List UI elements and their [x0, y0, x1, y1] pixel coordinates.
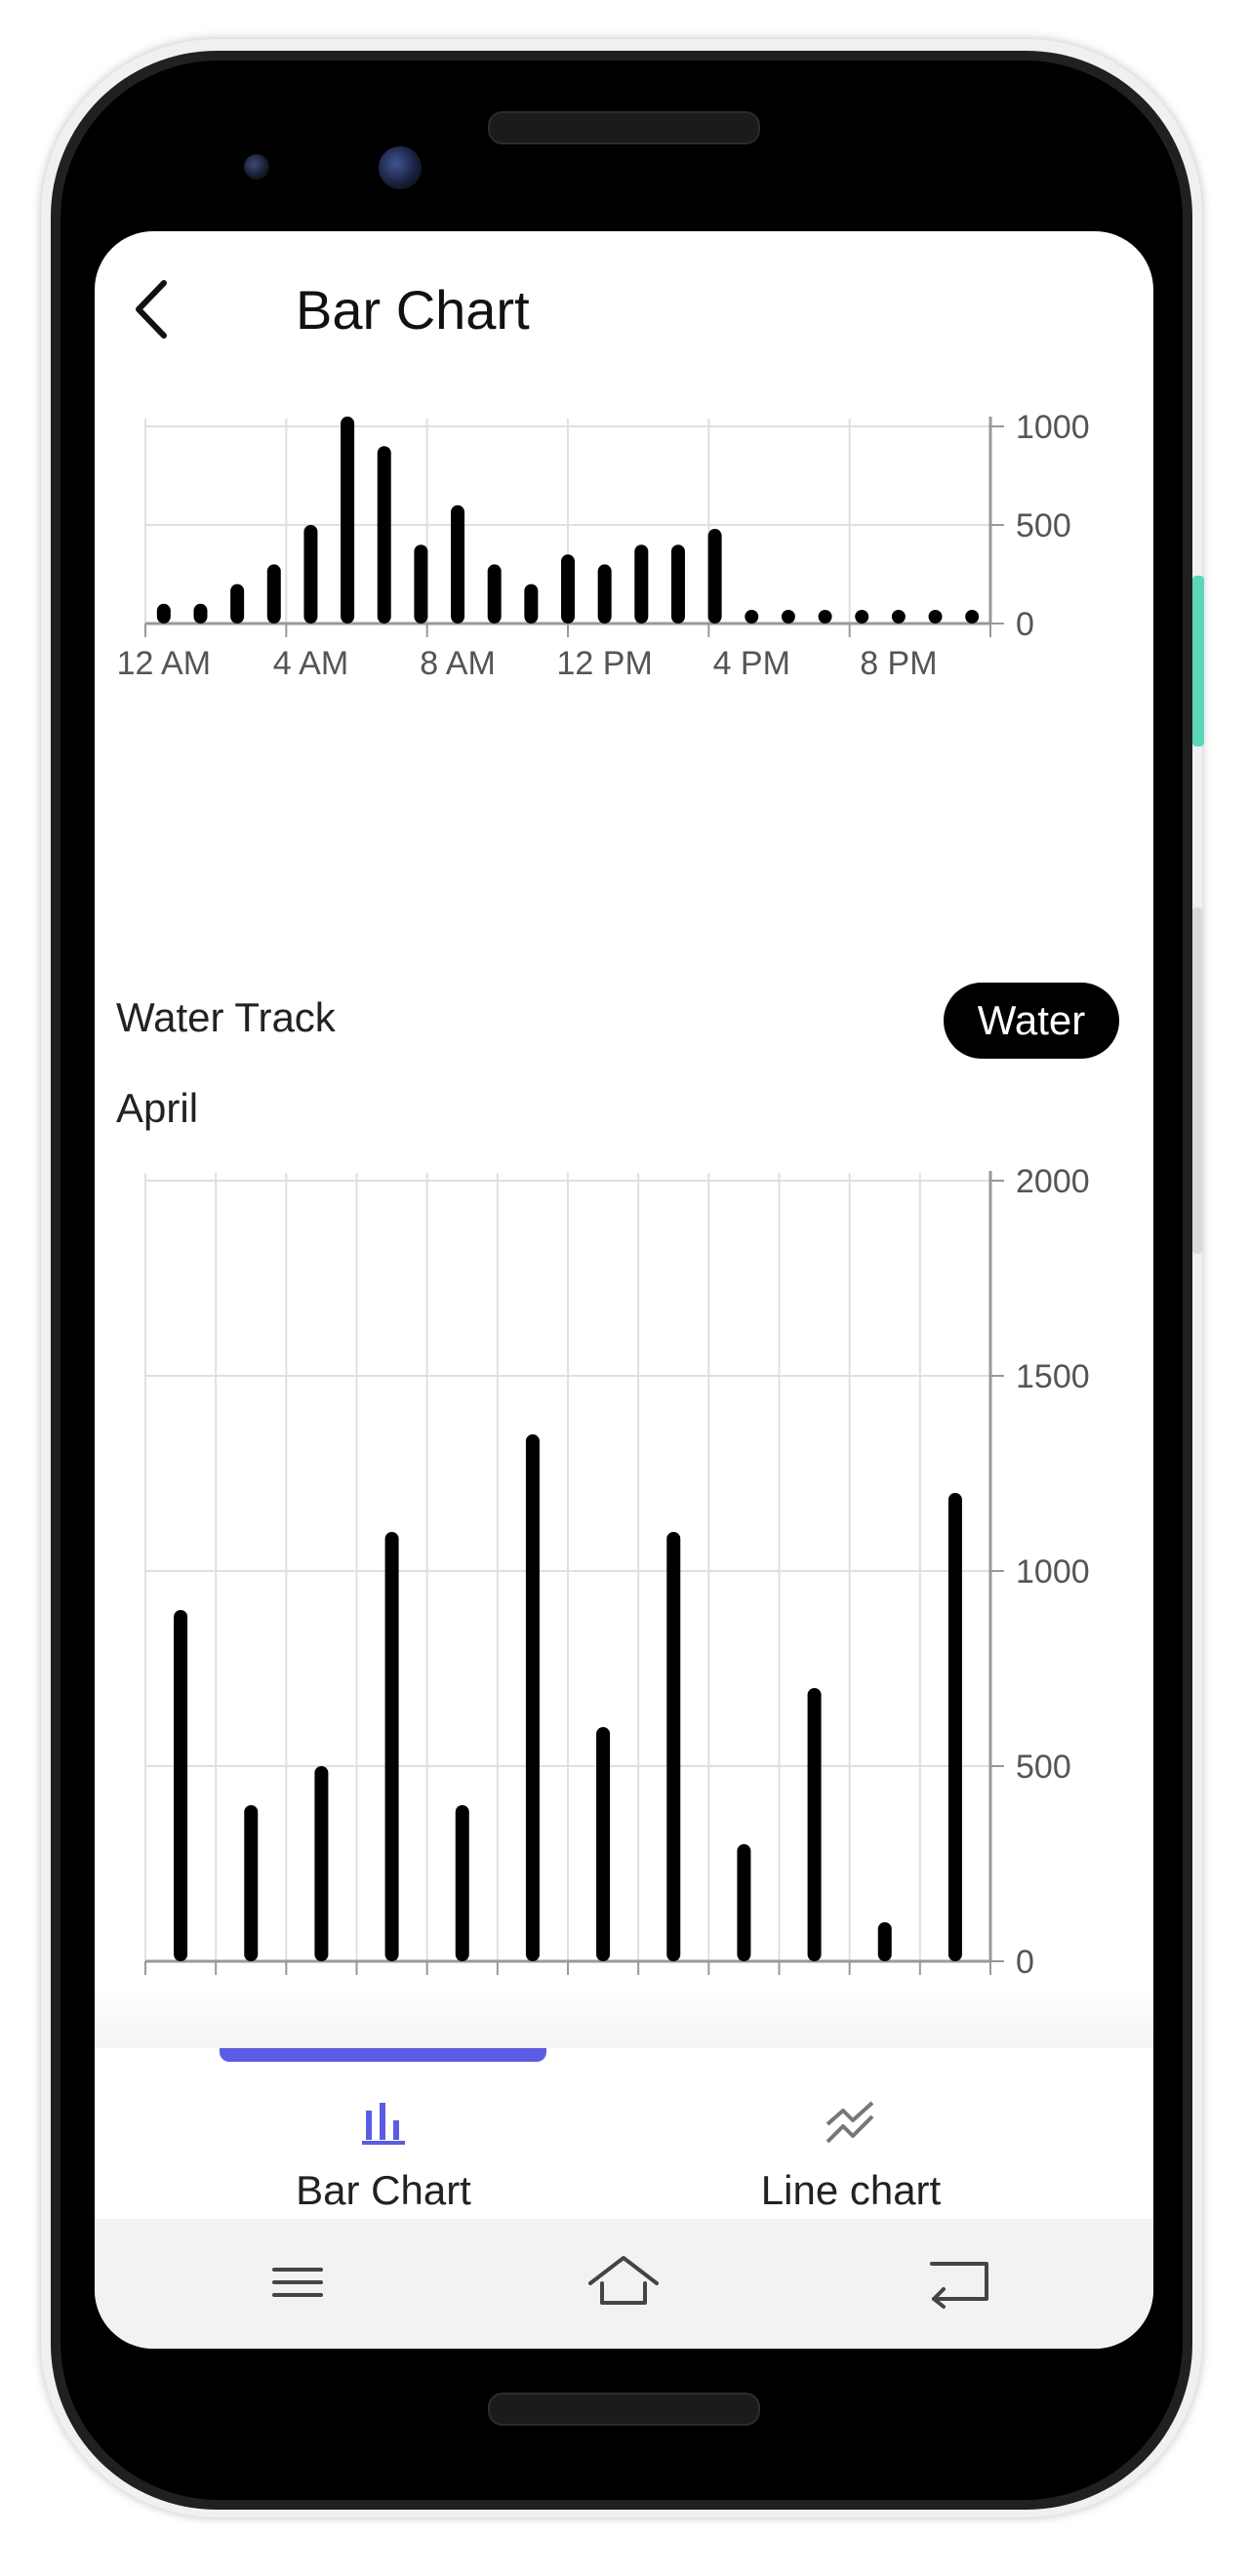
y-tick-label: 1000 — [1016, 409, 1090, 446]
monthly-water-bar-chart: 2000150010005000JanFebMarAprMayJunJulAug… — [144, 1163, 1090, 2002]
back-button[interactable] — [112, 270, 190, 348]
y-tick-label: 500 — [1016, 1749, 1071, 1786]
bar[interactable] — [818, 610, 832, 624]
bar[interactable] — [877, 1922, 892, 1961]
y-tick-label: 2000 — [1016, 1163, 1090, 1200]
y-tick-label: 500 — [1016, 507, 1071, 544]
earpiece-speaker — [488, 111, 760, 144]
bar[interactable] — [855, 610, 869, 624]
back-icon — [930, 2262, 988, 2309]
tab-line-chart-label: Line chart — [760, 2167, 942, 2213]
bar[interactable] — [666, 1532, 681, 1961]
bar[interactable] — [737, 1844, 751, 1961]
active-tab-indicator — [220, 2048, 546, 2062]
volume-button[interactable] — [1192, 907, 1202, 1254]
bar[interactable] — [244, 1805, 259, 1961]
bar[interactable] — [561, 554, 575, 624]
hourly-bar-chart: 1000 500 0 12 AM 4 AM 8 AM 12 PM 4 PM 8 PM — [117, 409, 1090, 682]
bar[interactable] — [414, 544, 428, 624]
bar[interactable] — [524, 584, 539, 624]
bar[interactable] — [525, 1434, 540, 1961]
bar[interactable] — [597, 564, 612, 624]
bar[interactable] — [156, 603, 171, 624]
x-tick-label: 12 PM — [557, 645, 653, 682]
y-tick-label: 0 — [1016, 1944, 1034, 1981]
bar[interactable] — [455, 1805, 469, 1961]
screen: Bar Chart 1000 500 0 12 AM 4 AM 8 AM 12 PM 4 PM… — [95, 231, 1153, 2349]
bar[interactable] — [193, 603, 208, 624]
home-button[interactable] — [584, 2248, 663, 2316]
bar[interactable] — [303, 525, 318, 624]
bar[interactable] — [707, 529, 722, 624]
bar[interactable] — [947, 1493, 962, 1961]
bottom-navigation: Bar Chart Line chart — [95, 2048, 1153, 2219]
bar[interactable] — [670, 544, 685, 624]
back-nav-button[interactable] — [922, 2248, 1000, 2316]
y-tick-label: 0 — [1016, 606, 1034, 643]
arrow-left-icon — [136, 280, 167, 339]
bar[interactable] — [230, 584, 245, 624]
menu-button[interactable] — [259, 2248, 337, 2316]
bar[interactable] — [341, 416, 355, 624]
home-icon — [588, 2256, 659, 2305]
line-chart-icon — [826, 2101, 874, 2144]
bar[interactable] — [487, 564, 502, 624]
power-button[interactable] — [1192, 576, 1204, 746]
month-label: April — [116, 1085, 199, 1131]
bar[interactable] — [891, 610, 906, 624]
content-fade — [95, 1988, 1153, 2048]
bar[interactable] — [965, 610, 980, 624]
water-filter-chip[interactable]: Water — [944, 983, 1119, 1059]
page-title: Bar Chart — [296, 279, 530, 341]
bar[interactable] — [377, 446, 391, 624]
front-camera-icon — [379, 146, 422, 189]
bar[interactable] — [928, 610, 943, 624]
bar[interactable] — [266, 564, 281, 624]
bar[interactable] — [314, 1766, 329, 1961]
y-tick-label: 1000 — [1016, 1553, 1090, 1590]
bar[interactable] — [745, 610, 759, 624]
bar-chart-icon — [362, 2103, 405, 2145]
bar[interactable] — [384, 1532, 399, 1961]
y-tick-label: 1500 — [1016, 1358, 1090, 1395]
x-tick-label: 12 AM — [117, 645, 211, 682]
system-navigation-bar — [95, 2219, 1153, 2349]
bar[interactable] — [451, 504, 465, 624]
bar[interactable] — [807, 1688, 822, 1961]
x-tick-label: 4 PM — [713, 645, 790, 682]
front-sensor-icon — [244, 154, 269, 180]
x-tick-label: 8 AM — [420, 645, 495, 682]
bar[interactable] — [174, 1610, 188, 1961]
tab-bar-chart[interactable]: Bar Chart — [179, 2048, 588, 2219]
bar[interactable] — [596, 1727, 611, 1961]
bar[interactable] — [634, 544, 649, 624]
tab-bar-chart-label: Bar Chart — [296, 2167, 471, 2213]
section-title: Water Track — [116, 994, 336, 1040]
app-bar: Bar Chart — [95, 231, 1153, 397]
menu-icon — [272, 2268, 323, 2297]
x-tick-label: 8 PM — [860, 645, 937, 682]
x-tick-label: 4 AM — [273, 645, 348, 682]
bottom-speaker — [488, 2393, 760, 2426]
bar[interactable] — [781, 610, 795, 624]
tab-line-chart[interactable]: Line chart — [646, 2048, 1056, 2219]
